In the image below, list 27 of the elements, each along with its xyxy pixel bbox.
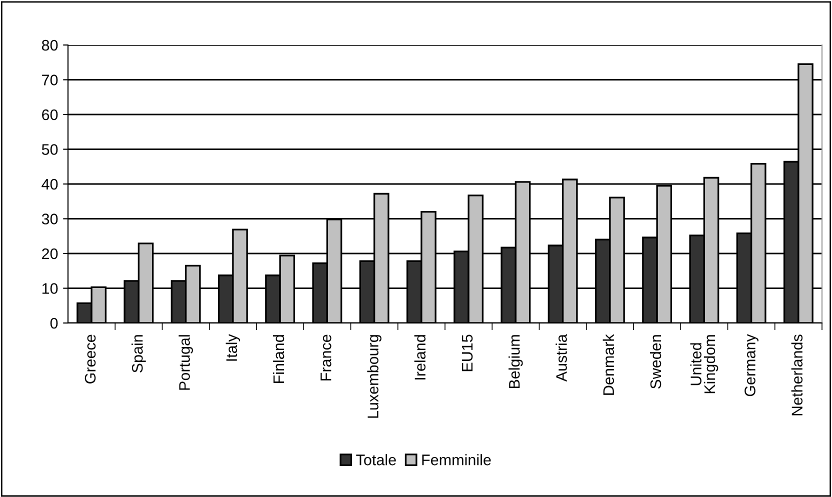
x-tick-label: Portugal bbox=[178, 335, 193, 390]
legend-label: Femminile bbox=[422, 454, 491, 466]
y-tick-label: 50 bbox=[42, 144, 58, 155]
y-tick-label: 20 bbox=[42, 248, 58, 260]
x-tick-label: Spain bbox=[132, 335, 146, 372]
x-tick-label: Sweden bbox=[650, 335, 662, 389]
x-tick-label: Austria bbox=[556, 334, 567, 382]
y-tick-label: 0 bbox=[50, 318, 58, 329]
x-tick-label: Germany bbox=[744, 334, 758, 396]
y-tick-label: 70 bbox=[42, 74, 58, 86]
y-tick-label: 80 bbox=[42, 40, 58, 51]
x-tick-label: Italy bbox=[226, 334, 240, 361]
y-tick-label: 30 bbox=[42, 214, 58, 224]
x-tick-label: United Kingdom bbox=[690, 335, 718, 394]
x-tick-label: Belgium bbox=[508, 335, 523, 388]
y-tick-label: 40 bbox=[42, 178, 58, 190]
x-tick-label: Netherlands bbox=[791, 334, 803, 416]
legend-label: Totale bbox=[356, 454, 396, 466]
y-tick-label: 10 bbox=[42, 283, 58, 294]
x-tick-label: EU15 bbox=[462, 334, 473, 372]
x-tick-label: Finland bbox=[272, 335, 284, 383]
x-tick-label: Ireland bbox=[414, 335, 426, 380]
x-tick-label: Denmark bbox=[602, 334, 614, 395]
x-tick-label: Luxembourg bbox=[367, 335, 382, 418]
y-tick-label: 60 bbox=[42, 109, 58, 120]
x-tick-label: Greece bbox=[84, 334, 96, 384]
x-tick-label: France bbox=[320, 334, 332, 380]
